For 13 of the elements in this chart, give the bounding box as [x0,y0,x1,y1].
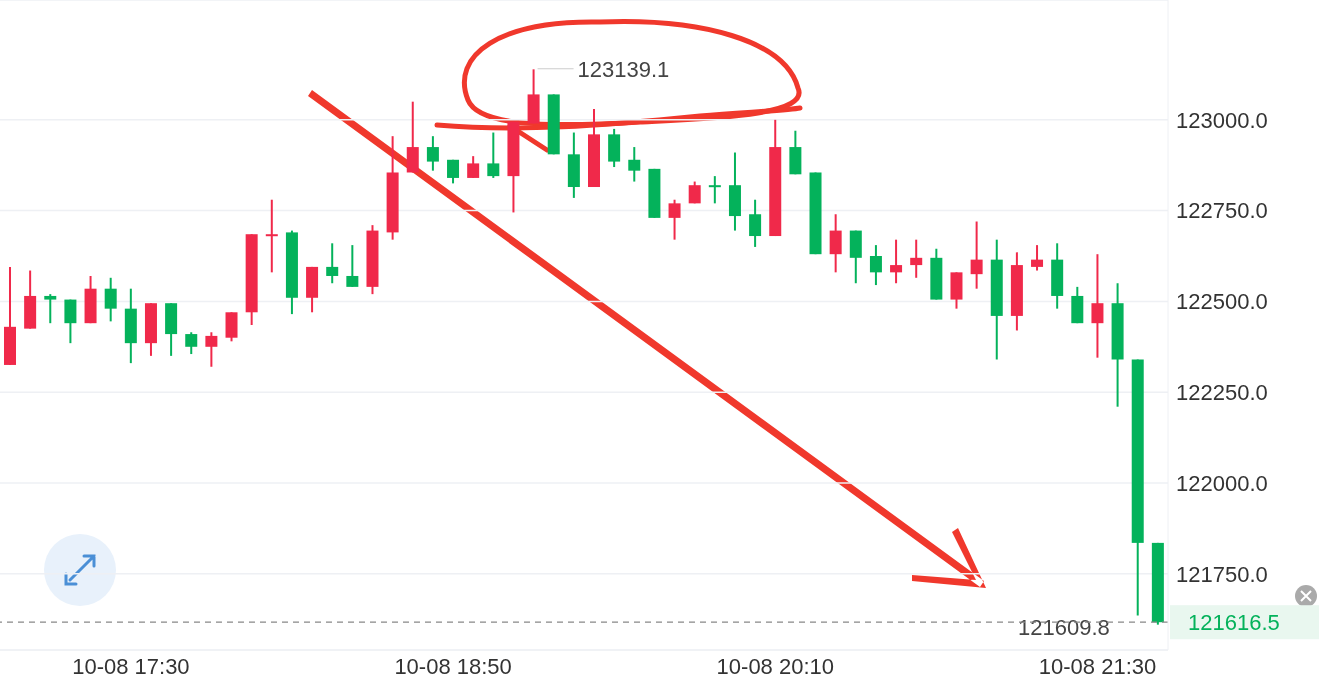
y-tick-label: 122750.0 [1176,198,1268,224]
y-tick-label: 122500.0 [1176,289,1268,315]
y-tick-label: 121750.0 [1176,561,1268,587]
ref-line-label: 121616.5 [1188,610,1280,636]
y-tick-label: 122250.0 [1176,379,1268,405]
y-tick-label: 122000.0 [1176,470,1268,496]
annotation: 123139.1 [577,57,670,83]
x-tick-label: 10-08 20:10 [716,653,835,679]
x-tick-label: 10-08 21:30 [1038,653,1157,679]
annotation: 121609.8 [1018,614,1110,640]
x-tick-label: 10-08 18:50 [394,653,512,679]
y-tick-label: 123000.0 [1176,107,1268,133]
x-tick-label: 10-08 17:30 [72,653,190,679]
